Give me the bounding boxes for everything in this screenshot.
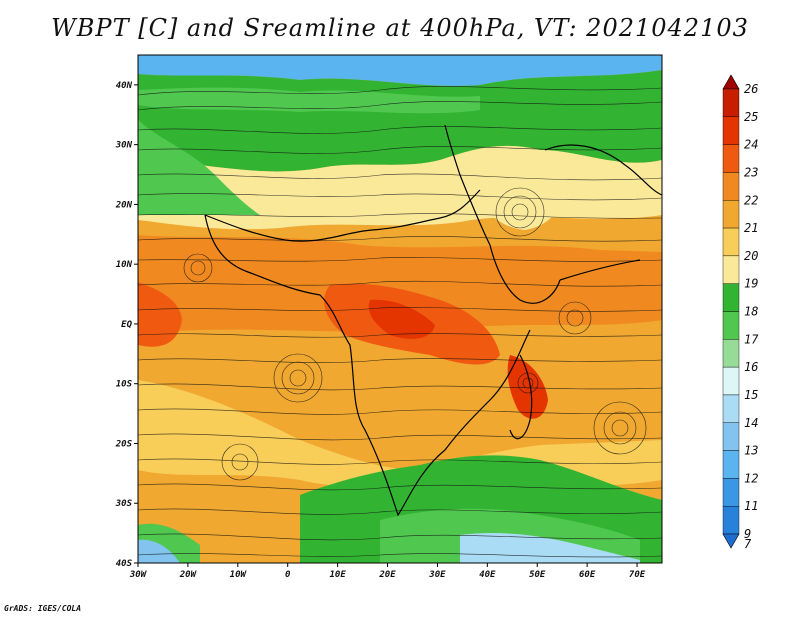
lon-tick-label: 50E: [529, 570, 546, 580]
colorbar-label: 14: [744, 416, 758, 430]
lon-tick-label: 10E: [329, 570, 346, 580]
lon-tick-label: 40E: [479, 570, 496, 580]
lat-tick-label: 10S: [116, 380, 133, 390]
map-title: WBPT [C] and Sreamline at 400hPa, VT: 20…: [51, 14, 749, 42]
colorbar-label: 13: [744, 444, 758, 458]
map-frame: [137, 54, 663, 564]
colorbar-label: 25: [744, 110, 758, 124]
lat-tick-label: EQ: [121, 320, 132, 330]
longitude-axis: 30W 20W 10W 0 10E 20E 30E 40E 50E 60E 70E: [129, 563, 646, 580]
colorbar-label: 26: [744, 82, 758, 96]
hot-core-east: [507, 355, 548, 419]
colorbar: 26 25 24 23 22 21 20 19 18 17 16 15 14 13 12 11 97: [722, 74, 759, 551]
colorbar-swatch: [722, 366, 740, 396]
colorbar-swatch: [722, 88, 740, 118]
colorbar-swatch: [722, 227, 740, 257]
lon-tick-label: 0: [285, 570, 291, 580]
colorbar-label: 18: [744, 305, 758, 319]
colorbar-label: 7: [744, 537, 752, 551]
north-green-lobe: [138, 120, 260, 215]
south-blue-region: [460, 533, 640, 563]
southwest-blue: [138, 539, 180, 563]
north-blue-region: [138, 55, 662, 86]
orange-band: [138, 235, 662, 332]
colorbar-label: 20: [744, 249, 758, 263]
colorbar-label: 21: [744, 221, 758, 235]
colorbar-swatch: [722, 505, 740, 535]
colorbar-swatch: [722, 200, 740, 229]
hot-core-center2: [368, 299, 435, 339]
lon-tick-label: 30W: [129, 570, 148, 580]
colorbar-label: 22: [744, 193, 758, 207]
colorbar-bottom-arrow: [722, 533, 740, 549]
credit-text: GrADS: IGES/COLA: [4, 604, 82, 613]
colorbar-swatch: [722, 339, 740, 368]
colorbar-label: 19: [744, 277, 758, 291]
colorbar-swatch: [722, 172, 740, 201]
hot-core-west: [138, 282, 182, 347]
colorbar-swatch: [722, 144, 740, 173]
lon-tick-label: 60E: [579, 570, 596, 580]
colorbar-swatch: [722, 422, 740, 451]
lat-tick-label: 40N: [116, 81, 133, 91]
colorbar-label: 16: [744, 360, 758, 374]
colorbar-swatch: [722, 394, 740, 423]
colorbar-swatch: [722, 478, 740, 507]
colorbar-label: 15: [744, 388, 758, 402]
lon-tick-label: 10W: [230, 570, 248, 580]
latitude-axis: 40N 30N 20N 10N EQ 10S 20S 30S 40S: [115, 81, 138, 569]
colorbar-label: 12: [744, 471, 758, 485]
lat-tick-label: 30S: [115, 499, 133, 509]
colorbar-label: 23: [744, 165, 758, 179]
coastlines: [204, 124, 662, 517]
colorbar-swatch: [722, 311, 740, 340]
lat-tick-label: 40S: [116, 559, 133, 569]
lat-tick-label: 20S: [115, 439, 133, 449]
lon-tick-label: 20E: [378, 570, 396, 580]
colorbar-swatch: [722, 116, 740, 145]
lat-tick-label: 30N: [115, 141, 133, 151]
colorbar-swatch: [722, 450, 740, 479]
colorbar-top-arrow: [722, 74, 740, 90]
colorbar-swatch: [722, 283, 740, 312]
lon-tick-label: 30E: [428, 570, 446, 580]
lat-tick-label: 10N: [116, 260, 133, 270]
colorbar-label: 17: [744, 332, 759, 346]
colorbar-swatch: [722, 255, 740, 284]
colorbar-label: 9: [744, 527, 751, 541]
map-field: [138, 55, 662, 563]
colorbar-label: 24: [744, 138, 758, 152]
streamlines: [138, 86, 662, 558]
lat-tick-label: 20N: [115, 200, 133, 210]
colorbar-label: 11: [744, 499, 758, 513]
lon-tick-label: 20W: [179, 570, 198, 580]
lon-tick-label: 70E: [629, 570, 646, 580]
